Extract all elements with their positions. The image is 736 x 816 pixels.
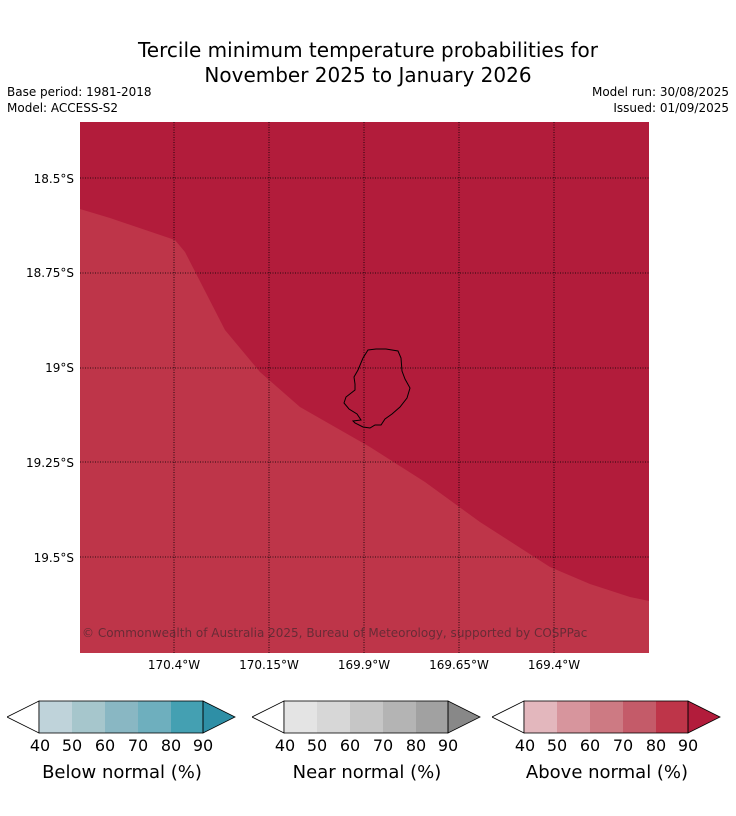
above-segment-80 xyxy=(656,701,688,733)
below-tick-40: 40 xyxy=(29,736,51,755)
colorbar-below-normal xyxy=(7,700,236,734)
near-extend-high xyxy=(447,700,481,734)
meta-left: Base period: 1981-2018 Model: ACCESS-S2 xyxy=(7,84,152,116)
title-line-2: November 2025 to January 2026 xyxy=(204,63,532,87)
near-tick-90: 90 xyxy=(437,736,459,755)
title-line-1: Tercile minimum temperature probabilitie… xyxy=(137,38,599,62)
near-segment-40 xyxy=(284,701,317,733)
above-tick-80: 80 xyxy=(645,736,667,755)
below-tick-90: 90 xyxy=(192,736,214,755)
below-tick-80: 80 xyxy=(160,736,182,755)
lon-gridlines xyxy=(173,122,555,653)
lon-label-169-65: 169.65°W xyxy=(429,658,489,672)
below-extend-low xyxy=(7,700,40,734)
model-name: Model: ACCESS-S2 xyxy=(7,101,119,115)
colorbar-near-normal xyxy=(252,700,481,734)
near-segment-80 xyxy=(416,701,448,733)
lon-label-170-15: 170.15°W xyxy=(239,658,299,672)
lat-label-18-75: 18.75°S xyxy=(26,266,74,280)
above-frame xyxy=(523,700,689,734)
near-tick-80: 80 xyxy=(405,736,427,755)
above-normal-label: Above normal (%) xyxy=(525,762,689,783)
near-frame xyxy=(283,700,449,734)
lon-label-169-4: 169.4°W xyxy=(527,658,581,672)
below-segment-60 xyxy=(105,701,138,733)
near-tick-60: 60 xyxy=(339,736,361,755)
near-segment-70 xyxy=(383,701,416,733)
base-period: Base period: 1981-2018 xyxy=(7,85,152,99)
near-segment-60 xyxy=(350,701,383,733)
near-tick-70: 70 xyxy=(372,736,394,755)
above-tick-40: 40 xyxy=(514,736,536,755)
below-normal-label: Below normal (%) xyxy=(42,762,202,783)
colorbar-above-normal xyxy=(492,700,721,734)
above-segment-40 xyxy=(524,701,557,733)
near-extend-low xyxy=(252,700,285,734)
lat-label-18-5: 18.5°S xyxy=(33,172,74,186)
above-segment-60 xyxy=(590,701,623,733)
lon-label-170-4: 170.4°W xyxy=(147,658,201,672)
below-segment-50 xyxy=(72,701,105,733)
chart-title: Tercile minimum temperature probabilitie… xyxy=(0,38,736,88)
below-tick-60: 60 xyxy=(94,736,116,755)
probability-map xyxy=(80,122,649,653)
above-80-region xyxy=(80,209,649,653)
meta-right: Model run: 30/08/2025 Issued: 01/09/2025 xyxy=(592,84,729,116)
lat-label-19: 19°S xyxy=(45,361,74,375)
above-extend-low xyxy=(492,700,525,734)
above-tick-50: 50 xyxy=(546,736,568,755)
above-segment-50 xyxy=(557,701,590,733)
above-tick-60: 60 xyxy=(579,736,601,755)
near-tick-50: 50 xyxy=(306,736,328,755)
issued-date: Issued: 01/09/2025 xyxy=(613,101,729,115)
niue-island-outline xyxy=(343,348,411,429)
lat-label-19-25: 19.25°S xyxy=(26,456,74,470)
above-tick-90: 90 xyxy=(677,736,699,755)
above-tick-70: 70 xyxy=(612,736,634,755)
near-normal-label: Near normal (%) xyxy=(292,762,442,783)
above-extend-high xyxy=(687,700,721,734)
model-run: Model run: 30/08/2025 xyxy=(591,85,729,99)
below-tick-50: 50 xyxy=(61,736,83,755)
copyright-notice: © Commonwealth of Australia 2025, Bureau… xyxy=(82,626,588,640)
below-extend-high xyxy=(202,700,236,734)
below-segment-70 xyxy=(138,701,171,733)
below-frame xyxy=(38,700,204,734)
near-segment-50 xyxy=(317,701,350,733)
below-segment-80 xyxy=(171,701,203,733)
near-tick-40: 40 xyxy=(274,736,296,755)
lon-label-169-9: 169.9°W xyxy=(337,658,391,672)
below-segment-40 xyxy=(39,701,72,733)
below-tick-70: 70 xyxy=(127,736,149,755)
above-segment-70 xyxy=(623,701,656,733)
lat-label-19-5: 19.5°S xyxy=(33,551,74,565)
